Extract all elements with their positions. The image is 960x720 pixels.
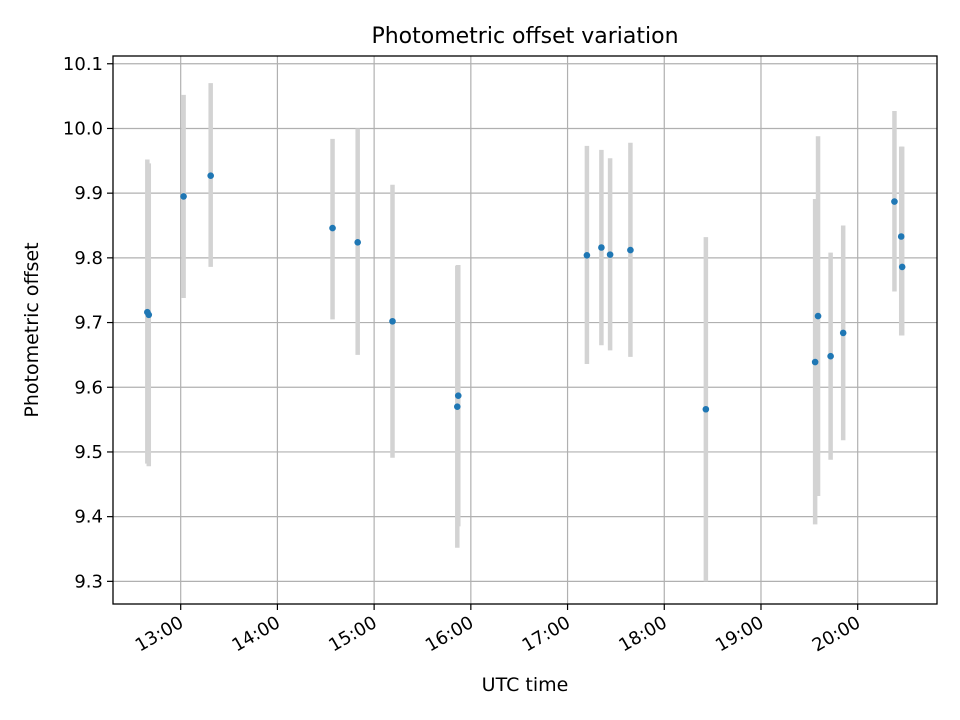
data-point <box>329 224 336 232</box>
x-axis-label: UTC time <box>482 674 569 696</box>
data-point <box>814 312 822 320</box>
data-point <box>891 198 898 205</box>
grid <box>113 56 937 604</box>
data-point <box>207 172 214 179</box>
y-tick-label: 10.0 <box>63 118 103 139</box>
plot-area-frame <box>112 55 938 605</box>
data-point <box>627 246 634 254</box>
data-point <box>354 239 361 246</box>
data-point <box>598 244 605 251</box>
y-tick-label: 9.9 <box>74 183 103 204</box>
data-point <box>454 392 462 399</box>
y-tick-label: 9.8 <box>74 248 103 269</box>
y-tick-label: 9.7 <box>74 313 103 334</box>
data-point <box>898 263 906 271</box>
y-axis-ticks: 9.3 9.4 9.5 9.6 9.7 9.8 9.9 10.0 10.1 <box>63 54 113 592</box>
y-tick-label: 9.6 <box>74 377 103 398</box>
data-point <box>897 233 905 240</box>
y-tick-label: 10.1 <box>63 54 103 75</box>
y-tick-label: 9.4 <box>74 507 103 528</box>
data-point <box>180 193 187 200</box>
chart-title: Photometric offset variation <box>371 24 678 49</box>
data-point <box>583 251 591 259</box>
y-tick-label: 9.3 <box>74 571 103 592</box>
data-point <box>811 358 819 366</box>
data-point <box>827 352 834 360</box>
y-tick-label: 9.5 <box>74 442 103 463</box>
data-point <box>839 329 847 337</box>
data-point <box>145 311 153 319</box>
y-axis-label: Photometric offset <box>21 242 43 417</box>
data-point <box>702 405 710 413</box>
data-points <box>144 172 906 413</box>
data-point <box>454 403 461 410</box>
data-point <box>606 251 614 258</box>
data-point <box>389 317 396 325</box>
